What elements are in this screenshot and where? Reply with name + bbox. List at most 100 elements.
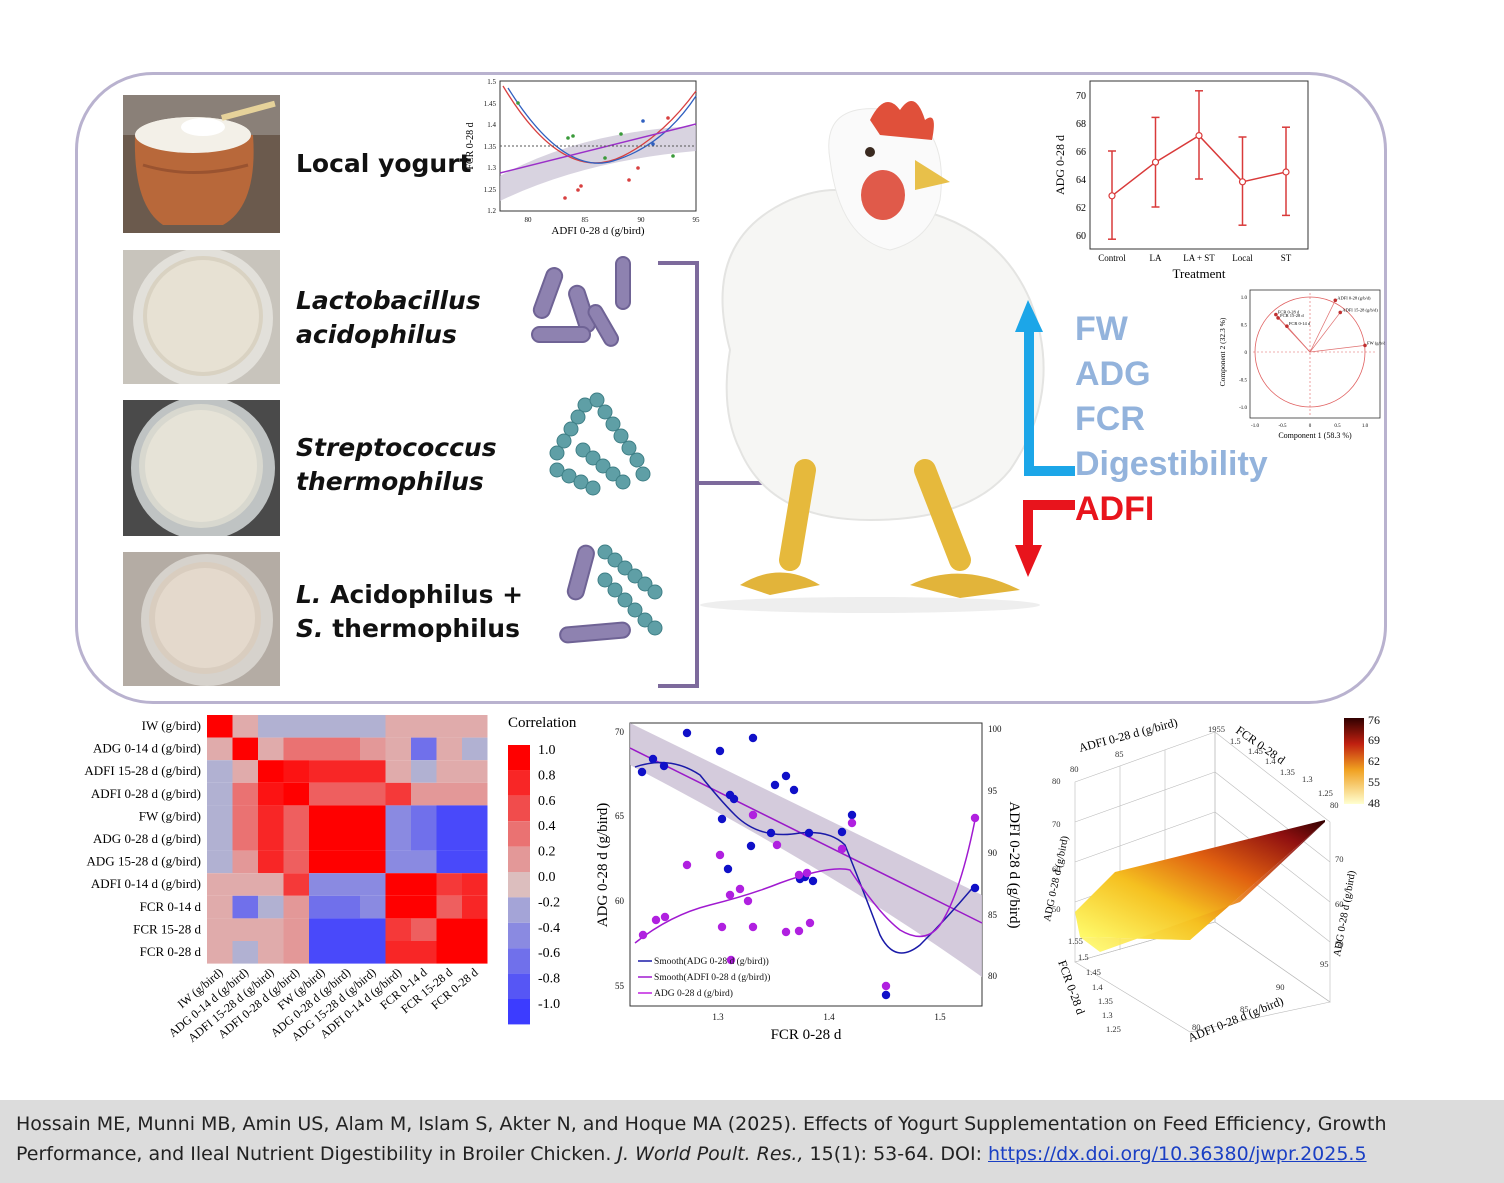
- legend-tick: 0.4: [538, 819, 556, 834]
- legend-swatch: [508, 922, 530, 949]
- heatmap-cell: [436, 941, 462, 964]
- graphical-abstract-frame: [75, 72, 1387, 704]
- loading-label: FCR 0-28 d: [1278, 310, 1300, 315]
- legend-entry: Smooth(ADFI 0-28 d (g/bird)): [654, 972, 770, 983]
- colorbar-tick: 69: [1368, 733, 1380, 747]
- adfi-point: [715, 850, 725, 860]
- heatmap-cell: [462, 918, 488, 941]
- row-label: ADFI 0-28 d (g/bird): [91, 786, 201, 801]
- broiler-chicken-illustration: [700, 101, 1045, 613]
- x-tick: ST: [1281, 253, 1292, 263]
- heatmap-cell: [309, 941, 335, 964]
- heatmap-cell: [462, 941, 488, 964]
- loading-point: [1285, 324, 1289, 328]
- adg-point: [781, 771, 791, 781]
- svg-text:1.55: 1.55: [1068, 936, 1083, 946]
- svg-text:90: 90: [1276, 982, 1285, 992]
- svg-text:1.3: 1.3: [1102, 1010, 1113, 1020]
- svg-text:1.3: 1.3: [1302, 774, 1313, 784]
- heatmap-cell: [436, 760, 462, 783]
- adg-point: [746, 841, 756, 851]
- tick: 100: [988, 724, 1002, 734]
- heatmap-cell: [462, 873, 488, 896]
- loading-vector: [1309, 312, 1341, 353]
- svg-text:1.4: 1.4: [1265, 756, 1276, 766]
- adfi-point: [781, 927, 791, 937]
- adg-point: [847, 810, 857, 820]
- heatmap-cell: [334, 918, 360, 941]
- heatmap-cell: [258, 805, 284, 828]
- adfi-point: [837, 844, 847, 854]
- effect-adg: ADG: [1075, 355, 1151, 393]
- heatmap-cell: [385, 828, 411, 851]
- heatmap-cell: [462, 805, 488, 828]
- legend-entry: Smooth(ADG 0-28 d (g/bird)): [654, 956, 769, 967]
- heatmap-cell: [436, 715, 462, 738]
- colorbar-tick: 48: [1368, 796, 1380, 810]
- loading-vector: [1309, 300, 1336, 353]
- y-tick: 62: [1076, 203, 1086, 214]
- adfi-point: [638, 930, 648, 940]
- citation-caption: Hossain ME, Munni MB, Amin US, Alam M, I…: [0, 1100, 1504, 1183]
- heatmap-cell: [411, 737, 437, 761]
- heatmap-cell: [385, 782, 411, 806]
- fcr-adg-adfi-scatter: 70 65 60 55 100 95 90 85 80 1.3 1.4 1.5 …: [595, 722, 1022, 1043]
- heatmap-cell: [207, 737, 233, 761]
- row-label: ADG 0-28 d (g/bird): [93, 831, 201, 846]
- tick: 90: [638, 216, 646, 224]
- legend-swatch: [508, 948, 530, 974]
- heatmap-cell: [283, 941, 309, 964]
- svg-text:1.4: 1.4: [1092, 982, 1103, 992]
- loading-label: FCR 0-14 d: [1289, 321, 1311, 326]
- legend-tick: -0.4: [538, 921, 560, 936]
- lactobacillus-yogurt-photo: [123, 250, 280, 384]
- svg-text:70: 70: [1052, 819, 1061, 829]
- heatmap-cell: [334, 805, 360, 828]
- loading-label: FW (g/b/d): [1367, 340, 1385, 345]
- adg-point: [659, 761, 669, 771]
- adg-point: [648, 754, 658, 764]
- svg-text:80: 80: [1330, 800, 1339, 810]
- adfi-point: [847, 818, 857, 828]
- row-label: ADG 0-14 d (g/bird): [93, 741, 201, 756]
- x-tick: 1.0: [1362, 424, 1369, 429]
- legend-swatch: [508, 770, 530, 796]
- svg-text:1.35: 1.35: [1098, 996, 1113, 1006]
- heatmap-cell: [283, 805, 309, 828]
- heatmap-cell: [207, 715, 233, 738]
- adfi-point: [794, 870, 804, 880]
- doi-link[interactable]: https://dx.doi.org/10.36380/jwpr.2025.5: [988, 1143, 1367, 1165]
- tick: 70: [615, 727, 625, 737]
- effect-fcr: FCR: [1075, 400, 1145, 438]
- legend-tick: -0.6: [538, 946, 560, 961]
- label-streptococcus: Streptococcus thermophilus: [296, 433, 497, 496]
- heatmap-cell: [283, 828, 309, 851]
- legend-tick: -0.2: [538, 895, 560, 910]
- legend-swatch: [508, 745, 530, 771]
- tick: 1.4: [823, 1012, 835, 1022]
- adg-point: [770, 780, 780, 790]
- tick: 1.35: [484, 143, 497, 151]
- x-axis-label: FCR 0-28 d: [771, 1027, 842, 1043]
- heatmap-cell: [309, 760, 335, 783]
- heatmap-cell: [411, 873, 437, 896]
- heatmap-cell: [232, 805, 258, 828]
- heatmap-cell: [411, 805, 437, 828]
- loading-point: [1333, 298, 1338, 303]
- heatmap-cell: [207, 782, 233, 806]
- heatmap-cell: [385, 805, 411, 828]
- heatmap-cell: [232, 760, 258, 783]
- adfi-point: [725, 890, 735, 900]
- heatmap-cell: [207, 760, 233, 783]
- cocci-chain-bacteria-icon: [549, 392, 651, 496]
- svg-text:85: 85: [1240, 1004, 1249, 1014]
- effect-adfi: ADFI: [1075, 490, 1155, 528]
- heatmap-cell: [258, 782, 284, 806]
- adfi-fcr-scatter-plot: 1.2 1.25 1.3 1.35 1.4 1.45 1.5 80 85 90 …: [465, 78, 700, 237]
- heatmap-cell: [258, 737, 284, 761]
- tick: 55: [615, 981, 625, 991]
- data-point: [1108, 192, 1116, 200]
- row-label: FW (g/bird): [139, 808, 201, 823]
